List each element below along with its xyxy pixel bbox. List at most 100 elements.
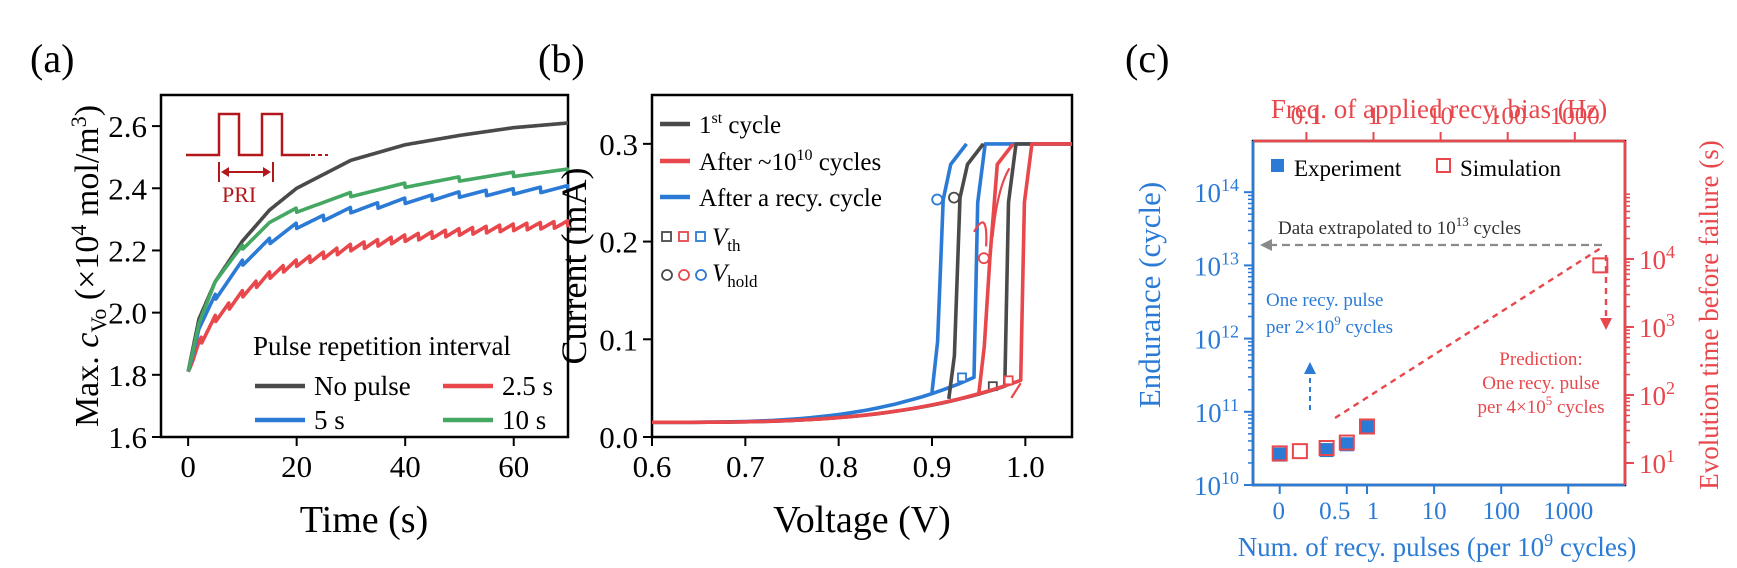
legend-title: Pulse repetition interval (253, 331, 511, 361)
b-vhold-marker (931, 193, 944, 206)
panel-c-points (1271, 257, 1609, 462)
vth-marker-red (678, 231, 689, 242)
panel-b-label: (b) (538, 36, 585, 81)
c-simulation-point (1358, 418, 1375, 435)
a-series-line (186, 183, 570, 373)
a-ytick-label: 2.2 (108, 233, 147, 268)
a-series-line (186, 219, 570, 373)
c-top-xtick-label: 0.1 (1291, 103, 1322, 130)
panel-b-ylabel: Current (mA) (554, 168, 594, 365)
b-xtick-label: 0.8 (819, 449, 858, 484)
c-top-xtick-label: 1 (1367, 103, 1380, 130)
c-xtick-label: 10 (1422, 498, 1447, 525)
legend-marker-simulation (1436, 158, 1451, 173)
panel-a-label: (a) (30, 36, 74, 81)
pri-label: PRI (222, 182, 256, 207)
panel-a-pri-inset: PRI (186, 112, 328, 207)
c-experiment-point (1339, 437, 1354, 452)
prediction-note-line3: per 4×105 cycles (1478, 393, 1605, 418)
b-vth-marker (957, 372, 967, 383)
b-xtick-label: 1.0 (1006, 449, 1045, 484)
legend-label-experiment: Experiment (1294, 156, 1402, 181)
c-simulation-point (1291, 443, 1308, 460)
legend-label-aged: After ~1010 cycles (699, 147, 881, 176)
c-experiment-point (1272, 447, 1287, 462)
c-ytick-label: 1014 (1194, 175, 1239, 208)
legend-marker-experiment (1271, 159, 1284, 172)
legend-label-10s: 10 s (502, 405, 546, 435)
c-ytick-label: 1012 (1194, 322, 1239, 355)
a-ytick-label: 2.0 (108, 296, 147, 331)
c-right-ytick-label: 101 (1639, 446, 1675, 479)
vth-marker-blue (695, 231, 706, 242)
c-ytick-label: 1011 (1195, 395, 1239, 428)
legend-label-1st-cycle: 1st cycle (699, 110, 781, 139)
vhold-marker-black (661, 269, 673, 281)
panel-c-legend: Experiment Simulation (1271, 156, 1561, 181)
panel-a-curves (186, 121, 570, 373)
c-right-ytick-label: 103 (1639, 310, 1675, 343)
panel-c-right-ylabel: Evolution time before failure (s) (1694, 140, 1724, 489)
panel-b-legend: 1st cycle After ~1010 cycles After a rec… (660, 110, 882, 291)
b-sweep-down-line (947, 142, 985, 400)
c-top-xtick-label: 100 (1489, 103, 1527, 130)
b-ytick-label: 0.3 (599, 127, 638, 162)
panel-a: (a) 0 20 40 60 1.6 1.8 2.0 2.2 2.4 2.6 PRI Pulse … (30, 36, 570, 541)
panel-c-xlabel: Num. of recy. pulses (per 109 cycles) (1238, 530, 1637, 562)
b-ytick-label: 0.1 (599, 322, 638, 357)
panel-b: (b) 0.6 0.7 0.8 0.9 1.0 0.0 0.1 0.2 0.3 1st cycl… (538, 36, 1074, 541)
c-experiment-point (1319, 443, 1334, 458)
panel-b-plot-frame (650, 93, 1074, 439)
panel-c-top-xlabel: Freq. of applied recy. bias (Hz) (1271, 94, 1607, 124)
b-sweep-down-line (976, 142, 1015, 395)
a-ytick-label: 1.6 (108, 420, 147, 455)
vth-marker-black (661, 231, 672, 242)
c-top-xtick-label: 10 (1428, 103, 1453, 130)
panel-a-xlabel: Time (s) (300, 499, 428, 541)
legend-label-recy: After a recy. cycle (699, 185, 882, 212)
panel-a-plot-frame (159, 93, 570, 439)
b-xtick-label: 0.7 (726, 449, 765, 484)
experiment-note-line1: One recy. pulse (1266, 290, 1383, 311)
c-simulation-point (1338, 434, 1355, 451)
experiment-note-line2: per 2×109 cycles (1266, 313, 1393, 338)
pulse-train-line (186, 112, 310, 157)
prediction-note-line2: One recy. pulse (1482, 373, 1599, 394)
a-xtick-label: 0 (180, 449, 196, 484)
c-simulation-point (1271, 445, 1288, 462)
c-experiment-point (1359, 420, 1374, 435)
prediction-arrowhead (1600, 318, 1612, 330)
panel-c: (c) 0 0.5 1 10 100 1000 0.1 1 10 100 1000 1010 1011 1… (1125, 36, 1724, 562)
panel-b-ticks: 0.6 0.7 0.8 0.9 1.0 0.0 0.1 0.2 0.3 (599, 127, 1044, 484)
b-sweep-up-line (652, 142, 1072, 425)
a-series-line (186, 121, 570, 373)
vth-legend-label: Vth (712, 224, 741, 255)
c-simulation-point (1318, 440, 1335, 457)
c-right-ytick-label: 102 (1639, 378, 1675, 411)
panel-c-label: (c) (1125, 36, 1169, 81)
panel-a-legend: Pulse repetition interval No pulse 2.5 s… (253, 331, 553, 435)
panel-a-ylabel: Max. cVo (×104 mol/m3) (66, 105, 111, 427)
panel-c-ticks: 0 0.5 1 10 100 1000 0.1 1 10 100 1000 1010 1011 1012 1… (1194, 103, 1675, 525)
b-ytick-label: 0.0 (599, 420, 638, 455)
panel-a-ticks: 0 20 40 60 1.6 1.8 2.0 2.2 2.4 2.6 (108, 109, 529, 484)
legend-label-2-5s: 2.5 s (502, 371, 553, 401)
a-series-line (186, 167, 570, 373)
b-xtick-label: 0.9 (913, 449, 952, 484)
prediction-note-line1: Prediction: (1499, 349, 1582, 370)
b-vth-shift-arrow (1010, 382, 1022, 399)
panel-c-plot-frame (1251, 139, 1627, 487)
b-vth-marker (1003, 375, 1014, 386)
legend-label-simulation: Simulation (1460, 156, 1561, 181)
a-ytick-label: 2.6 (108, 109, 147, 144)
vhold-marker-red (678, 269, 690, 281)
a-xtick-label: 20 (281, 449, 312, 484)
b-sweep-down-line (930, 142, 968, 393)
legend-label-no-pulse: No pulse (314, 371, 411, 401)
b-hold-shift-arrow (973, 221, 988, 247)
a-xtick-label: 60 (498, 449, 529, 484)
c-simulation-point (1592, 257, 1609, 274)
b-xtick-label: 0.6 (633, 449, 672, 484)
c-xtick-label: 100 (1482, 498, 1520, 525)
